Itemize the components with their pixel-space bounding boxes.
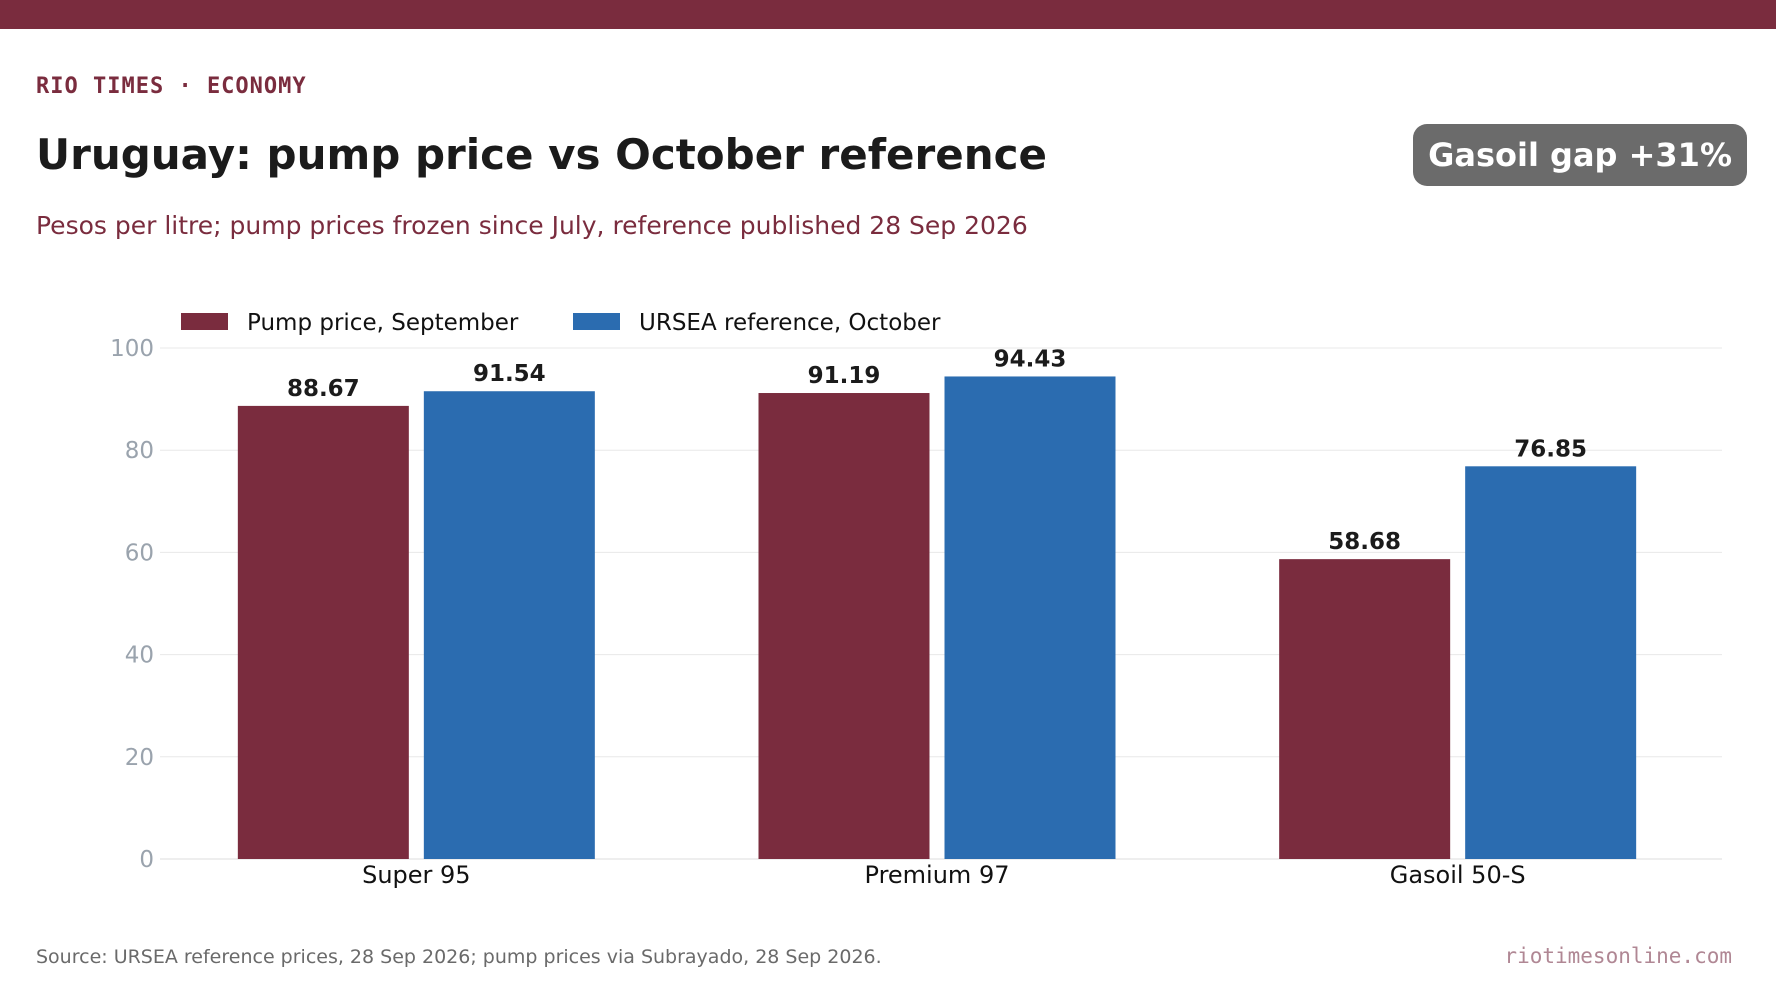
y-tick-label: 20	[125, 745, 154, 771]
y-tick-label: 100	[110, 336, 154, 362]
legend-swatch	[181, 313, 228, 330]
source-note: Source: URSEA reference prices, 28 Sep 2…	[36, 946, 882, 968]
bar-value-label: 91.19	[808, 363, 881, 389]
chart-title: Uruguay: pump price vs October reference	[36, 130, 1047, 179]
bar-value-label: 88.67	[287, 376, 360, 402]
bar	[944, 376, 1116, 859]
bar-value-label: 76.85	[1514, 436, 1587, 462]
y-tick-label: 60	[125, 540, 154, 566]
bar-chart: 0 20 40 60 80 100 Pump price, September URSEA r…	[110, 310, 1722, 889]
bar	[423, 391, 595, 859]
y-tick-label: 0	[139, 847, 154, 873]
bar	[1465, 466, 1637, 859]
x-tick-label: Super 95	[362, 861, 470, 889]
bar	[237, 405, 409, 859]
bar-value-label: 94.43	[994, 346, 1067, 372]
site-link[interactable]: riotimesonline.com	[1504, 944, 1732, 968]
x-tick-label: Gasoil 50-S	[1390, 861, 1526, 889]
y-tick-label: 40	[125, 643, 154, 669]
section-kicker: RIO TIMES · ECONOMY	[36, 74, 307, 99]
bar	[1279, 559, 1451, 859]
x-tick-label: Premium 97	[865, 861, 1010, 889]
top-accent-bar	[0, 0, 1776, 29]
bar-value-label: 91.54	[473, 361, 546, 387]
legend-label: Pump price, September	[247, 310, 519, 336]
legend-swatch	[573, 313, 620, 330]
legend-label: URSEA reference, October	[639, 310, 941, 336]
y-tick-label: 80	[125, 438, 154, 464]
chart-subtitle: Pesos per litre; pump prices frozen sinc…	[36, 211, 1028, 240]
bar	[758, 393, 930, 859]
gap-badge: Gasoil gap +31%	[1413, 124, 1747, 186]
bar-value-label: 58.68	[1328, 529, 1401, 555]
